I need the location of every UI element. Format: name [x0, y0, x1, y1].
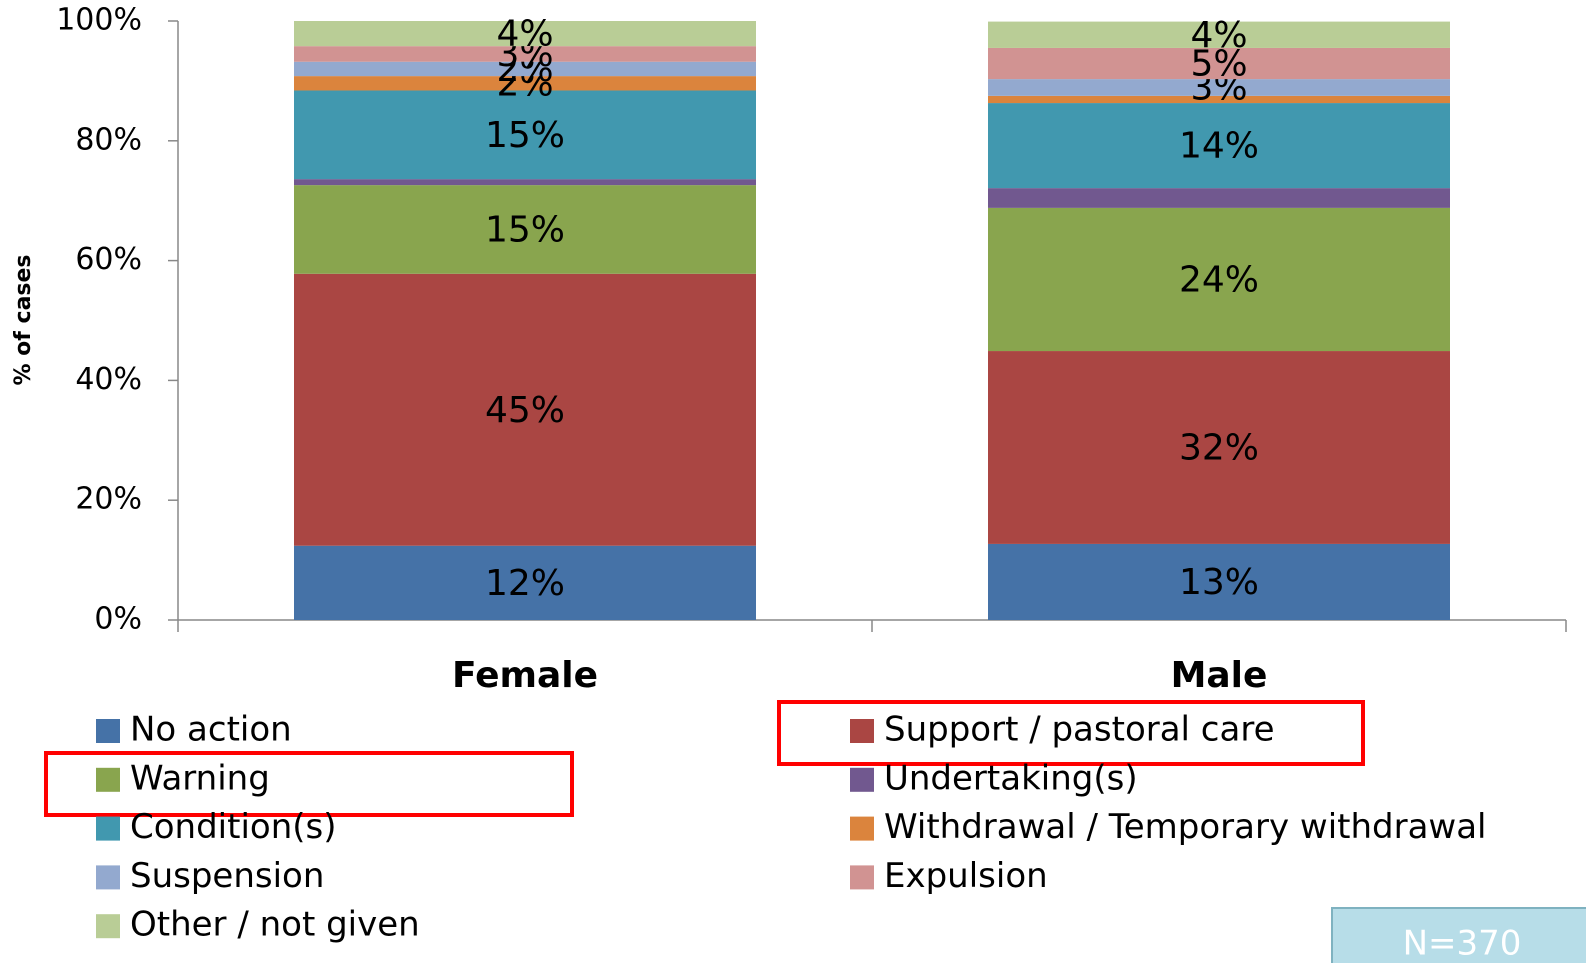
data-label: 15%	[485, 115, 565, 156]
legend-swatch	[96, 816, 120, 841]
legend-swatch	[850, 767, 874, 792]
y-tick-label: 20%	[75, 482, 142, 517]
annotation: N=370	[1403, 924, 1522, 963]
legend-label: Other / not given	[130, 905, 420, 945]
legend-label: Condition(s)	[130, 807, 337, 847]
data-label: 14%	[1179, 126, 1259, 167]
legend-swatch	[96, 865, 120, 890]
data-label: 13%	[1179, 562, 1259, 603]
bar-segment	[988, 103, 1450, 189]
legend-label: Expulsion	[884, 856, 1048, 896]
y-axis-label: % of cases	[11, 254, 36, 385]
y-tick-label: 100%	[56, 3, 142, 38]
data-label: 4%	[496, 14, 553, 55]
bar-segment	[294, 46, 756, 62]
bar-segment	[294, 179, 756, 186]
data-label: 15%	[485, 209, 565, 250]
data-label: 4%	[1190, 15, 1247, 56]
data-label: 32%	[1179, 427, 1259, 468]
bar-segment	[988, 543, 1450, 620]
legend-label: No action	[130, 710, 292, 750]
data-label: 12%	[485, 563, 565, 604]
bar-segment	[988, 79, 1450, 96]
legend-label: Suspension	[130, 856, 324, 896]
bar-segment	[294, 90, 756, 180]
bar-segment	[988, 21, 1450, 48]
bar-segment	[988, 47, 1450, 80]
bar-segment	[988, 207, 1450, 352]
bar-segment	[294, 545, 756, 620]
legend-swatch	[850, 865, 874, 890]
x-tick-label: Female	[452, 655, 598, 696]
highlight-box	[777, 700, 1365, 766]
legend-label: Undertaking(s)	[884, 758, 1138, 798]
highlight-box	[44, 751, 574, 817]
legend-label: Warning	[130, 758, 270, 798]
bar-segment	[988, 95, 1450, 104]
bar-segment	[294, 76, 756, 91]
y-tick-label: 40%	[75, 362, 142, 397]
y-tick-label: 80%	[75, 122, 142, 157]
data-label: 24%	[1179, 259, 1259, 300]
data-label: 45%	[485, 390, 565, 431]
bar-segment	[988, 188, 1450, 208]
legend-swatch	[850, 816, 874, 841]
note-box	[1331, 907, 1586, 963]
legend-swatch	[96, 767, 120, 792]
legend-swatch	[96, 719, 120, 743]
bar-segment	[988, 351, 1450, 544]
legend-swatch	[96, 914, 120, 939]
y-tick-label: 0%	[94, 602, 142, 637]
data-label: 5%	[1190, 44, 1247, 85]
bar-segment	[294, 61, 756, 77]
legend-swatch	[850, 719, 874, 743]
y-tick-label: 60%	[75, 242, 142, 277]
bar-segment	[294, 273, 756, 546]
bar-segment	[294, 185, 756, 274]
legend-label: Withdrawal / Temporary withdrawal	[884, 807, 1487, 847]
legend-label: Support / pastoral care	[884, 710, 1275, 750]
bar-segment	[294, 21, 756, 47]
x-tick-label: Male	[1171, 655, 1268, 696]
